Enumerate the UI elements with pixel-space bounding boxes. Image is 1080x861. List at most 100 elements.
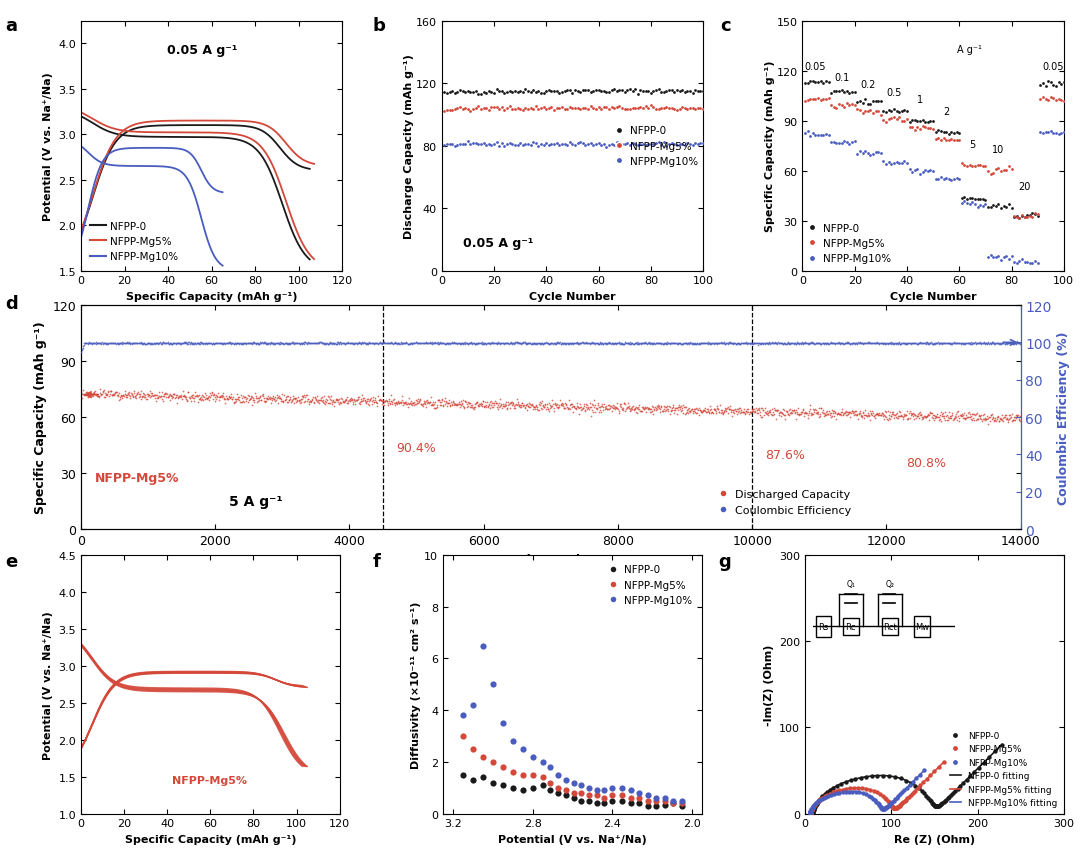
Point <box>667 407 685 421</box>
Point <box>306 337 323 350</box>
Point <box>516 102 534 115</box>
Point <box>612 398 630 412</box>
X-axis label: Cycle Number: Cycle Number <box>529 292 616 301</box>
Point <box>278 337 295 350</box>
Point <box>993 337 1010 350</box>
Point <box>928 338 945 351</box>
Point <box>772 337 789 350</box>
Point <box>370 393 388 406</box>
Point <box>760 406 778 420</box>
Point <box>276 337 294 350</box>
Point <box>621 103 638 117</box>
Point <box>530 103 548 117</box>
Point <box>258 338 275 351</box>
Point <box>712 337 729 350</box>
Point <box>103 388 120 402</box>
Point <box>181 394 199 408</box>
Point <box>973 338 990 351</box>
Point <box>1000 416 1017 430</box>
Point <box>93 387 110 401</box>
Point <box>777 337 794 350</box>
Point <box>109 388 126 402</box>
Point <box>969 201 986 214</box>
Point <box>752 337 769 350</box>
Point <box>730 402 747 416</box>
Point <box>819 338 836 351</box>
Point <box>433 336 450 350</box>
Point <box>649 338 666 351</box>
Point <box>944 414 961 428</box>
Point <box>877 411 894 424</box>
Point <box>818 127 835 141</box>
Point <box>999 337 1016 350</box>
Point <box>522 139 539 152</box>
Point <box>167 388 185 402</box>
Point <box>378 394 395 408</box>
Point <box>935 172 953 186</box>
Point <box>622 405 639 418</box>
Point <box>112 390 130 404</box>
Point <box>923 406 941 420</box>
Point <box>517 337 535 350</box>
Point <box>355 336 373 350</box>
Point <box>553 139 570 152</box>
Point <box>681 102 699 115</box>
Point <box>806 338 823 351</box>
Point <box>525 337 542 350</box>
Point <box>238 395 255 409</box>
Point <box>847 337 864 350</box>
Point <box>576 337 593 350</box>
Point <box>472 139 489 152</box>
Point <box>395 337 413 350</box>
Point <box>100 337 118 350</box>
Point <box>867 337 885 350</box>
Point <box>444 394 461 408</box>
Point <box>971 410 988 424</box>
Point <box>812 407 829 421</box>
Point <box>534 394 551 408</box>
Point <box>954 410 971 424</box>
Point <box>841 99 859 113</box>
Point <box>476 337 494 350</box>
Point <box>665 337 683 350</box>
Point <box>757 336 774 350</box>
Point <box>567 338 584 351</box>
Point <box>409 337 427 350</box>
Point <box>675 400 692 414</box>
Point <box>835 407 852 421</box>
Point <box>669 402 686 416</box>
Point <box>241 337 258 350</box>
Point <box>316 398 334 412</box>
Point <box>87 337 105 350</box>
Point <box>135 390 152 404</box>
Point <box>724 337 741 350</box>
Point <box>244 338 261 351</box>
Point <box>957 412 974 426</box>
Point <box>995 412 1012 425</box>
Point <box>575 337 592 350</box>
Point <box>257 337 274 350</box>
Point <box>316 337 334 350</box>
Point <box>339 397 356 411</box>
Point <box>139 388 157 402</box>
Point <box>556 396 573 410</box>
Point <box>396 337 414 350</box>
Point <box>464 742 482 756</box>
Point <box>230 391 247 405</box>
Point <box>582 401 599 415</box>
Point <box>345 337 362 350</box>
Point <box>354 393 372 407</box>
Point <box>843 337 861 350</box>
Point <box>1008 338 1025 351</box>
Point <box>78 337 95 350</box>
Point <box>768 337 785 350</box>
Point <box>875 802 892 816</box>
Point <box>473 398 490 412</box>
Point <box>1005 209 1023 223</box>
Point <box>160 390 177 404</box>
Point <box>149 392 166 406</box>
Point <box>309 337 326 350</box>
Point <box>705 403 723 417</box>
Point <box>713 404 730 418</box>
Point <box>246 387 264 400</box>
